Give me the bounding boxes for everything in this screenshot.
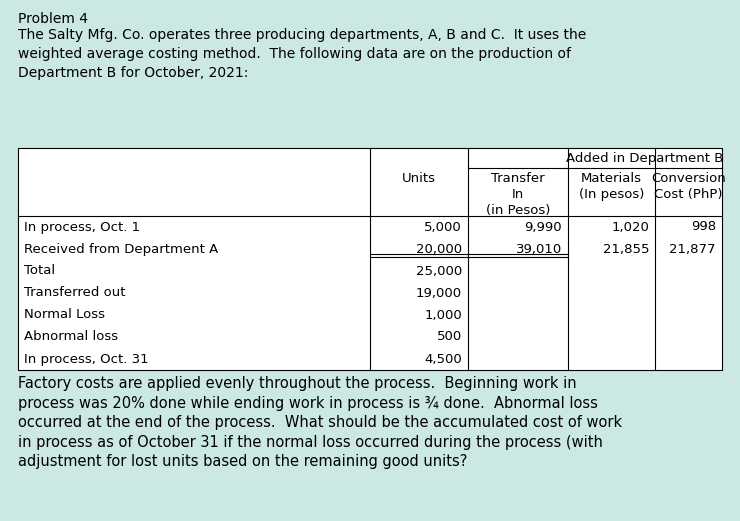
Text: Transferred out: Transferred out bbox=[24, 287, 126, 300]
Text: 25,000: 25,000 bbox=[416, 265, 462, 278]
Text: 1,000: 1,000 bbox=[424, 308, 462, 321]
Text: Transfer
In
(in Pesos): Transfer In (in Pesos) bbox=[486, 172, 550, 217]
Text: 500: 500 bbox=[437, 330, 462, 343]
Text: The Salty Mfg. Co. operates three producing departments, A, B and C.  It uses th: The Salty Mfg. Co. operates three produc… bbox=[18, 28, 586, 80]
Text: Total: Total bbox=[24, 265, 55, 278]
Text: 1,020: 1,020 bbox=[611, 220, 649, 233]
Text: 39,010: 39,010 bbox=[516, 242, 562, 255]
Text: Problem 4: Problem 4 bbox=[18, 12, 88, 26]
Text: 998: 998 bbox=[691, 220, 716, 233]
Text: Added in Department B: Added in Department B bbox=[566, 152, 724, 165]
Text: 4,500: 4,500 bbox=[424, 353, 462, 366]
Text: 21,877: 21,877 bbox=[670, 242, 716, 255]
Text: In process, Oct. 1: In process, Oct. 1 bbox=[24, 220, 140, 233]
Text: In process, Oct. 31: In process, Oct. 31 bbox=[24, 353, 149, 366]
Text: Units: Units bbox=[402, 172, 436, 185]
Text: Received from Department A: Received from Department A bbox=[24, 242, 218, 255]
Text: Factory costs are applied evenly throughout the process.  Beginning work in
proc: Factory costs are applied evenly through… bbox=[18, 376, 622, 469]
Text: 5,000: 5,000 bbox=[424, 220, 462, 233]
Text: Abnormal loss: Abnormal loss bbox=[24, 330, 118, 343]
Bar bbox=[18, 148, 722, 370]
Text: 20,000: 20,000 bbox=[416, 242, 462, 255]
Text: 9,990: 9,990 bbox=[525, 220, 562, 233]
Text: Conversion
Cost (PhP): Conversion Cost (PhP) bbox=[651, 172, 726, 201]
Text: 21,855: 21,855 bbox=[602, 242, 649, 255]
Text: Materials
(In pesos): Materials (In pesos) bbox=[579, 172, 645, 201]
Text: Normal Loss: Normal Loss bbox=[24, 308, 105, 321]
Text: 19,000: 19,000 bbox=[416, 287, 462, 300]
